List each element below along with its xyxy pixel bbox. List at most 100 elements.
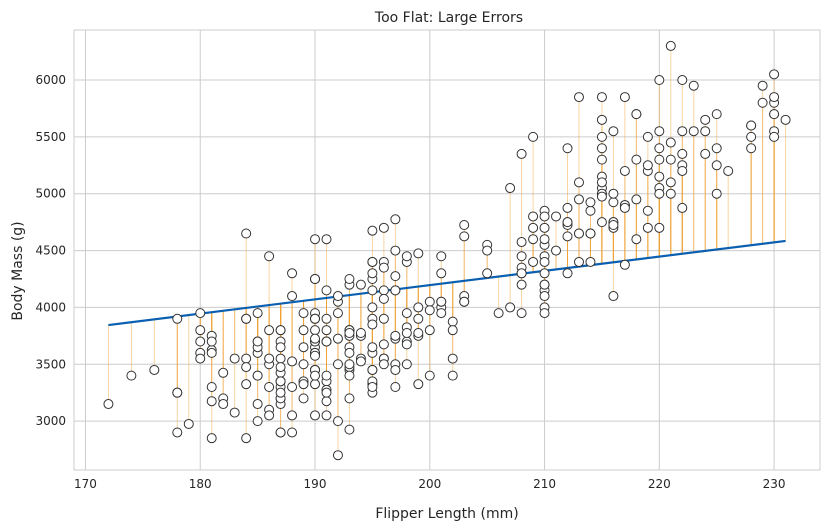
data-point xyxy=(539,279,550,290)
data-point xyxy=(310,325,321,336)
y-tick-label: 5000 xyxy=(35,187,66,201)
data-point xyxy=(711,160,722,171)
data-point xyxy=(596,154,607,165)
data-point xyxy=(401,327,412,338)
data-point xyxy=(757,97,768,108)
data-point xyxy=(688,80,699,91)
data-point xyxy=(654,222,665,233)
y-tick-label: 3500 xyxy=(35,357,66,371)
data-point xyxy=(298,393,309,404)
data-point xyxy=(344,370,355,381)
data-point xyxy=(252,336,263,347)
data-point xyxy=(218,399,229,410)
data-point xyxy=(677,126,688,137)
data-point xyxy=(367,364,378,375)
data-point xyxy=(275,353,286,364)
data-point xyxy=(539,308,550,319)
data-point xyxy=(287,268,298,279)
x-tick-label: 170 xyxy=(74,477,97,491)
data-point xyxy=(241,379,252,390)
data-point xyxy=(516,268,527,279)
data-point xyxy=(287,410,298,421)
data-point xyxy=(562,143,573,154)
data-point xyxy=(378,339,389,350)
data-point xyxy=(654,143,665,154)
data-point xyxy=(344,273,355,284)
data-point xyxy=(344,347,355,358)
data-point xyxy=(700,126,711,137)
data-point xyxy=(596,131,607,142)
data-point xyxy=(608,126,619,137)
data-point xyxy=(447,316,458,327)
data-point xyxy=(332,308,343,319)
data-point xyxy=(287,356,298,367)
data-point xyxy=(677,148,688,159)
y-tick-label: 5500 xyxy=(35,130,66,144)
data-point xyxy=(206,347,217,358)
data-point xyxy=(516,251,527,262)
data-point xyxy=(608,188,619,199)
data-point xyxy=(539,268,550,279)
data-point xyxy=(562,268,573,279)
data-point xyxy=(344,359,355,370)
data-point xyxy=(539,234,550,245)
data-point xyxy=(769,131,780,142)
data-point xyxy=(585,205,596,216)
data-point xyxy=(229,407,240,418)
data-point xyxy=(700,148,711,159)
data-point xyxy=(367,225,378,236)
data-point xyxy=(241,362,252,373)
data-point xyxy=(700,114,711,125)
data-point xyxy=(310,350,321,361)
data-point xyxy=(367,342,378,353)
data-point xyxy=(344,393,355,404)
data-point xyxy=(642,222,653,233)
chart-title: Too Flat: Large Errors xyxy=(374,10,523,26)
data-point xyxy=(195,336,206,347)
data-point xyxy=(172,313,183,324)
data-point xyxy=(528,256,539,267)
data-point xyxy=(264,382,275,393)
data-point xyxy=(390,271,401,282)
data-point xyxy=(310,370,321,381)
data-point xyxy=(332,291,343,302)
data-point xyxy=(711,188,722,199)
data-point xyxy=(642,160,653,171)
y-tick-label: 4500 xyxy=(35,244,66,258)
data-point xyxy=(264,325,275,336)
data-point xyxy=(585,197,596,208)
data-point xyxy=(562,217,573,228)
data-point xyxy=(769,109,780,120)
data-point xyxy=(436,251,447,262)
data-point xyxy=(723,165,734,176)
data-point xyxy=(677,165,688,176)
data-point xyxy=(206,382,217,393)
data-point xyxy=(585,256,596,267)
data-point xyxy=(654,75,665,86)
data-point xyxy=(310,273,321,284)
data-point xyxy=(367,256,378,267)
data-point xyxy=(390,382,401,393)
data-point xyxy=(573,256,584,267)
data-point xyxy=(516,279,527,290)
data-point xyxy=(665,188,676,199)
data-point xyxy=(539,256,550,267)
data-point xyxy=(551,245,562,256)
data-point xyxy=(665,137,676,148)
data-point xyxy=(528,131,539,142)
data-point xyxy=(310,234,321,245)
data-point xyxy=(218,367,229,378)
y-tick-label: 3000 xyxy=(35,414,66,428)
data-point xyxy=(482,245,493,256)
x-tick-label: 210 xyxy=(533,477,556,491)
data-point xyxy=(332,450,343,461)
data-point xyxy=(459,219,470,230)
data-point xyxy=(769,69,780,80)
data-point xyxy=(642,131,653,142)
data-point xyxy=(229,353,240,364)
data-point xyxy=(378,285,389,296)
data-point xyxy=(596,143,607,154)
data-point xyxy=(413,302,424,313)
data-point xyxy=(447,325,458,336)
data-point xyxy=(206,336,217,347)
